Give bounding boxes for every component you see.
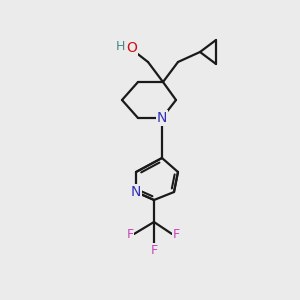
Text: N: N <box>131 185 141 199</box>
Text: F: F <box>150 244 158 256</box>
Text: H: H <box>115 40 125 52</box>
Text: N: N <box>157 111 167 125</box>
Text: O: O <box>127 41 137 55</box>
Text: F: F <box>126 227 134 241</box>
Text: F: F <box>172 227 180 241</box>
